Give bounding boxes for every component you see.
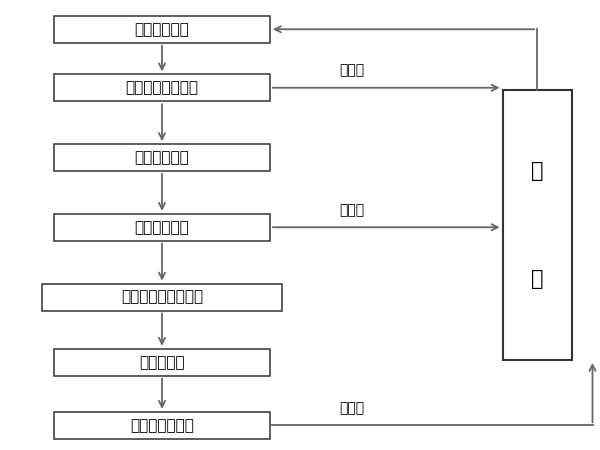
Bar	[54, 74, 270, 101]
Bar	[54, 16, 270, 43]
Text: 不合格: 不合格	[339, 401, 364, 415]
Bar	[54, 144, 270, 171]
Text: 返: 返	[531, 161, 543, 181]
Bar	[54, 214, 270, 241]
Text: 不合格: 不合格	[339, 63, 364, 77]
Text: 单项工序完成: 单项工序完成	[134, 22, 190, 37]
Text: 回: 回	[531, 269, 543, 289]
Bar	[54, 349, 270, 376]
Text: 不合格: 不合格	[339, 203, 364, 217]
Bar	[42, 284, 282, 310]
Text: 班组技术人员自检: 班组技术人员自检	[125, 80, 199, 95]
Bar	[54, 412, 270, 439]
Bar	[503, 90, 571, 360]
Text: 填报自检表格: 填报自检表格	[134, 150, 190, 165]
Text: 填报《质检通知单》: 填报《质检通知单》	[121, 289, 203, 305]
Text: 监理工程师验收: 监理工程师验收	[130, 418, 194, 433]
Text: 下一道工序: 下一道工序	[139, 355, 185, 370]
Text: 质检人员复检: 质检人员复检	[134, 220, 190, 235]
